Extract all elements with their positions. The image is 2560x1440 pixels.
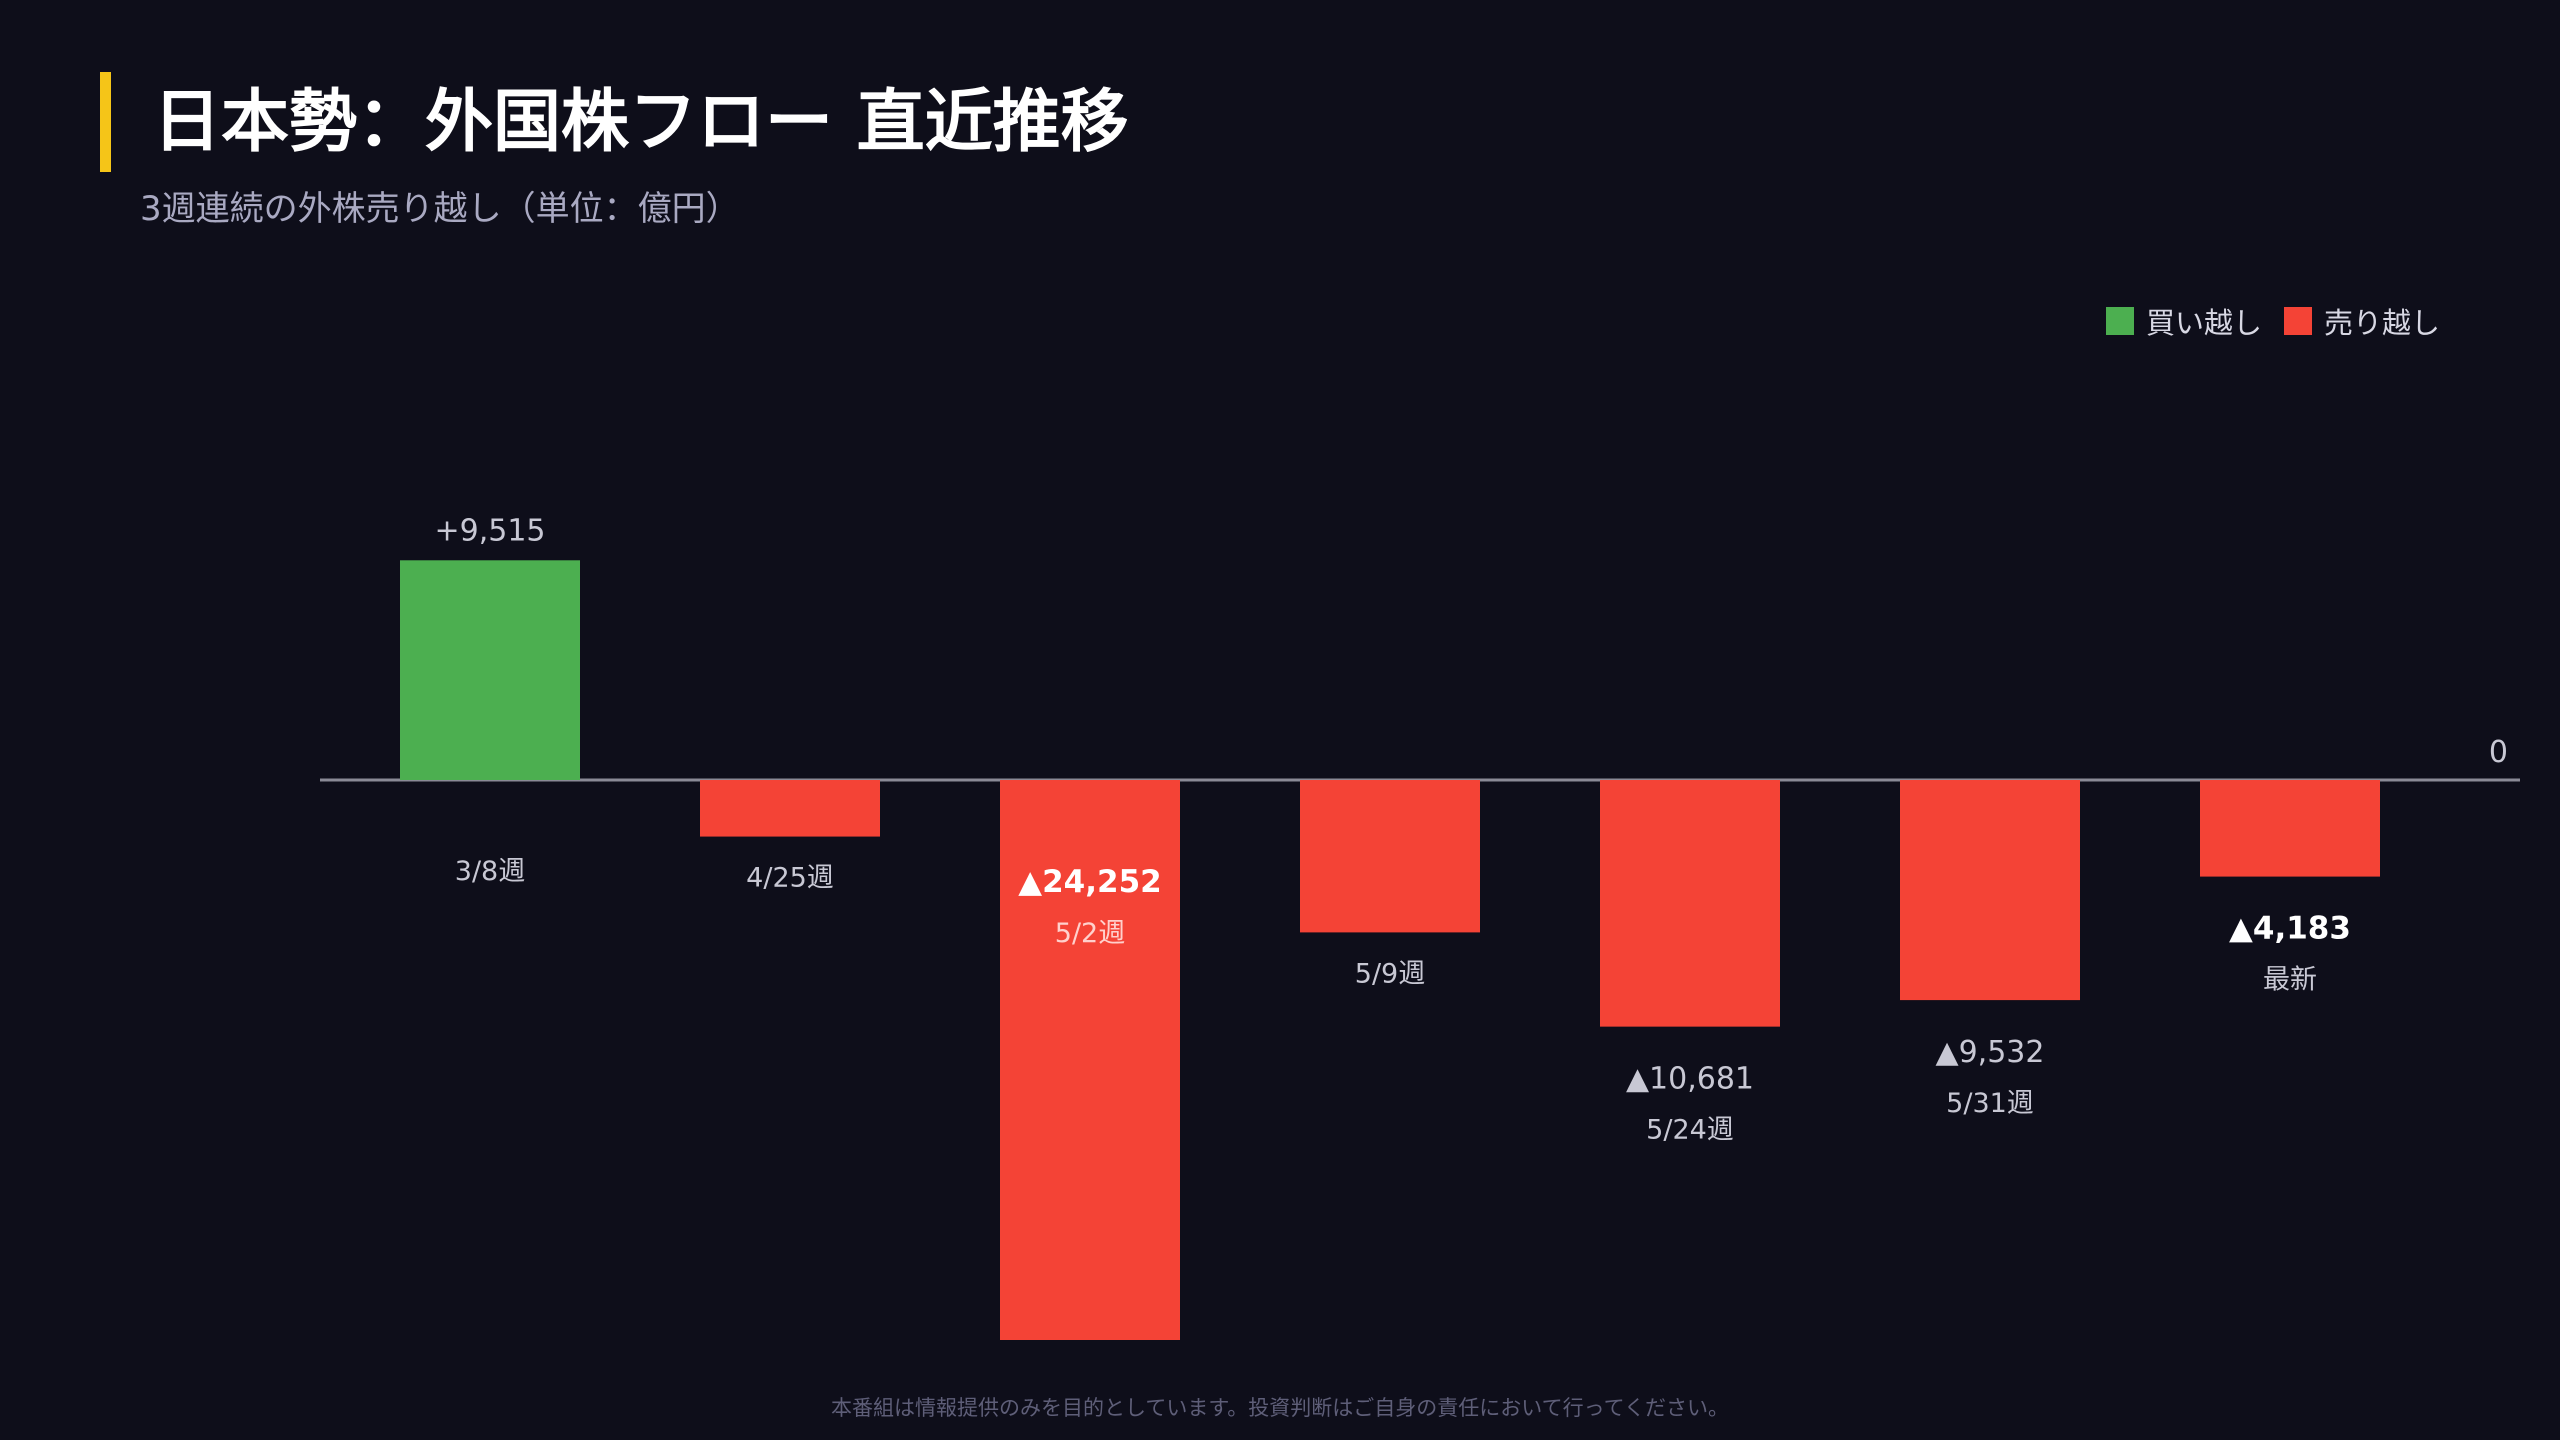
disclaimer-text: 本番組は情報提供のみを目的としています。投資判断はご自身の責任において行ってくだ… (831, 1396, 1729, 1420)
page-title: 日本勢：外国株フロー 直近推移 (153, 83, 1129, 162)
legend-label-sell: 売り越し (2323, 306, 2440, 340)
zero-axis-label: 0 (2489, 735, 2508, 770)
legend-swatch-sell (2283, 307, 2312, 335)
title-accent-bar (100, 72, 111, 172)
bar-1 (400, 560, 580, 780)
data-label-6: ▲9,532 (1936, 1035, 2045, 1070)
category-label-7: 最新 (2263, 965, 2317, 996)
chart-legend: 買い越し 売り越し (2084, 300, 2440, 342)
category-label-2: 4/25週 (746, 863, 834, 894)
bar-6 (1900, 780, 2080, 1001)
bar-5 (1600, 780, 1780, 1027)
legend-swatch-buy (2105, 307, 2134, 335)
bar-4 (1300, 780, 1480, 933)
category-label-3: 5/2週 (1055, 918, 1125, 949)
category-label-1: 3/8週 (455, 856, 525, 887)
data-label-3: ▲24,252 (1018, 864, 1161, 900)
category-label-6: 5/31週 (1946, 1088, 2034, 1119)
page-subtitle: 3週連続の外株売り越し（単位：億円） (140, 189, 740, 229)
data-label-7: ▲4,183 (2229, 911, 2351, 947)
bar-7 (2200, 780, 2380, 877)
category-label-5: 5/24週 (1646, 1115, 1734, 1146)
legend-item-sell: 売り越し (2283, 300, 2440, 342)
legend-label-buy: 買い越し (2145, 306, 2262, 340)
category-label-4: 5/9週 (1355, 958, 1425, 989)
bar-3 (1000, 780, 1180, 1340)
legend-item-buy: 買い越し (2105, 300, 2262, 342)
bar-2 (700, 780, 880, 837)
data-label-1: +9,515 (434, 513, 545, 548)
data-label-5: ▲10,681 (1626, 1062, 1754, 1097)
